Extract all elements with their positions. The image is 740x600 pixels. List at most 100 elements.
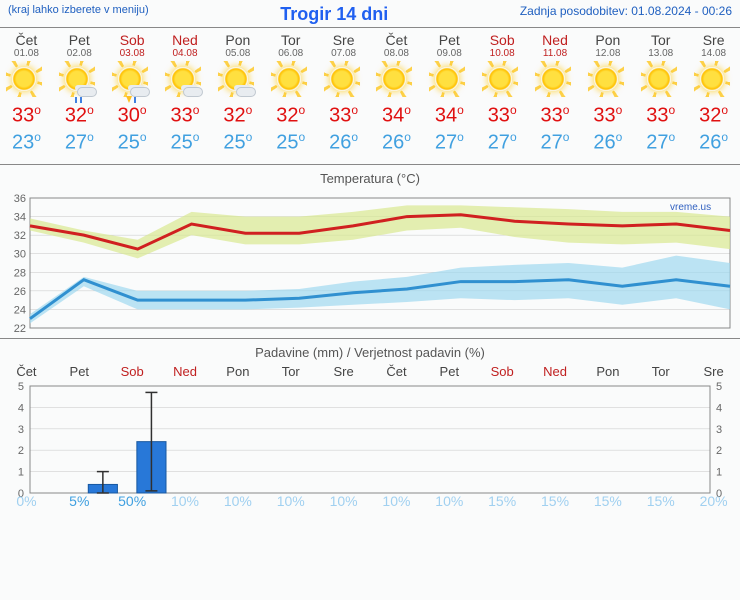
weather-icon	[634, 63, 687, 99]
day-date: 09.08	[423, 48, 476, 59]
precip-probability: 10%	[211, 493, 264, 509]
day-date: 01.08	[0, 48, 53, 59]
weather-icon	[317, 63, 370, 99]
temp-low: 27o	[634, 130, 687, 155]
svg-text:vreme.us: vreme.us	[670, 202, 711, 213]
precip-day-label: Čet	[370, 364, 423, 379]
day-date: 08.08	[370, 48, 423, 59]
svg-text:24: 24	[14, 305, 26, 317]
day-column: Sob03.0830o25o	[106, 32, 159, 156]
temp-high: 34o	[423, 103, 476, 128]
day-column: Čet08.08 34o26o	[370, 32, 423, 156]
day-column: Pet02.08 32o27o	[53, 32, 106, 156]
svg-text:1: 1	[716, 467, 722, 479]
temp-high: 32o	[53, 103, 106, 128]
temp-chart-title: Temperatura (°C)	[0, 165, 740, 188]
day-name: Pet	[423, 32, 476, 48]
svg-text:3: 3	[18, 424, 24, 436]
weather-widget: (kraj lahko izberete v meniju) Trogir 14…	[0, 0, 740, 511]
day-column: Pon12.0833o26o	[581, 32, 634, 156]
day-name: Čet	[0, 32, 53, 48]
last-updated: Zadnja posodobitev: 01.08.2024 - 00:26	[520, 4, 732, 18]
day-name: Pon	[211, 32, 264, 48]
precip-day-label: Pet	[53, 364, 106, 379]
temp-low: 27o	[53, 130, 106, 155]
weather-icon	[106, 63, 159, 99]
temp-high: 32o	[264, 103, 317, 128]
precip-day-label: Sob	[476, 364, 529, 379]
weather-icon	[476, 63, 529, 99]
temp-low: 27o	[476, 130, 529, 155]
temp-low: 26o	[317, 130, 370, 155]
page-title: Trogir 14 dni	[149, 4, 520, 25]
precip-probability: 15%	[476, 493, 529, 509]
day-name: Sob	[476, 32, 529, 48]
precip-probability: 10%	[370, 493, 423, 509]
svg-text:36: 36	[14, 193, 26, 205]
day-name: Sob	[106, 32, 159, 48]
precip-probability: 15%	[529, 493, 582, 509]
day-column: Sob10.08 33o27o	[476, 32, 529, 156]
day-name: Čet	[370, 32, 423, 48]
precip-chart-title: Padavine (mm) / Verjetnost padavin (%)	[0, 339, 740, 362]
weather-icon	[529, 63, 582, 99]
temp-high: 33o	[581, 103, 634, 128]
precip-day-label: Ned	[529, 364, 582, 379]
precip-day-label: Čet	[0, 364, 53, 379]
day-column: Tor06.0832o25o	[264, 32, 317, 156]
weather-icon	[423, 63, 476, 99]
svg-text:4: 4	[716, 403, 722, 415]
day-column: Pon05.0832o25o	[211, 32, 264, 156]
precip-day-label: Pet	[423, 364, 476, 379]
day-column: Sre14.0832o26o	[687, 32, 740, 156]
day-name: Sre	[317, 32, 370, 48]
temp-high: 33o	[476, 103, 529, 128]
temp-high: 32o	[211, 103, 264, 128]
temp-high: 34o	[370, 103, 423, 128]
day-column: Pet09.0834o27o	[423, 32, 476, 156]
day-date: 03.08	[106, 48, 159, 59]
day-name: Pet	[53, 32, 106, 48]
precip-probability: 15%	[634, 493, 687, 509]
weather-icon	[53, 63, 106, 99]
svg-text:2: 2	[716, 446, 722, 458]
day-date: 06.08	[264, 48, 317, 59]
day-name: Tor	[264, 32, 317, 48]
day-column: Ned04.0833o25o	[159, 32, 212, 156]
header: (kraj lahko izberete v meniju) Trogir 14…	[0, 0, 740, 27]
svg-text:28: 28	[14, 268, 26, 280]
temp-low: 26o	[581, 130, 634, 155]
precip-day-label: Pon	[211, 364, 264, 379]
weather-icon	[0, 63, 53, 99]
precip-day-label: Sre	[687, 364, 740, 379]
svg-text:34: 34	[14, 212, 26, 224]
svg-text:32: 32	[14, 230, 26, 242]
weather-icon	[581, 63, 634, 99]
precip-probability: 15%	[581, 493, 634, 509]
precip-day-label: Pon	[581, 364, 634, 379]
weather-icon	[687, 63, 740, 99]
temp-low: 26o	[370, 130, 423, 155]
day-date: 13.08	[634, 48, 687, 59]
day-column: Ned11.0833o27o	[529, 32, 582, 156]
day-date: 02.08	[53, 48, 106, 59]
temp-high: 33o	[159, 103, 212, 128]
day-date: 10.08	[476, 48, 529, 59]
temperature-chart: 2224262830323436vreme.us	[0, 188, 740, 338]
weather-icon	[370, 63, 423, 99]
weather-icon	[211, 63, 264, 99]
precip-day-label: Ned	[159, 364, 212, 379]
precip-probability: 10%	[159, 493, 212, 509]
day-name: Ned	[159, 32, 212, 48]
precip-day-label: Sre	[317, 364, 370, 379]
forecast-grid: Čet01.0833o23oPet02.0832o27oSob03.0830o2…	[0, 27, 740, 164]
temp-high: 33o	[634, 103, 687, 128]
temperature-chart-section: Temperatura (°C) 2224262830323436vreme.u…	[0, 164, 740, 338]
temp-low: 26o	[687, 130, 740, 155]
temp-high: 32o	[687, 103, 740, 128]
svg-text:2: 2	[18, 446, 24, 458]
day-date: 12.08	[581, 48, 634, 59]
precip-probability: 50%	[106, 493, 159, 509]
day-date: 07.08	[317, 48, 370, 59]
precip-chart: 001122334455	[0, 381, 740, 511]
